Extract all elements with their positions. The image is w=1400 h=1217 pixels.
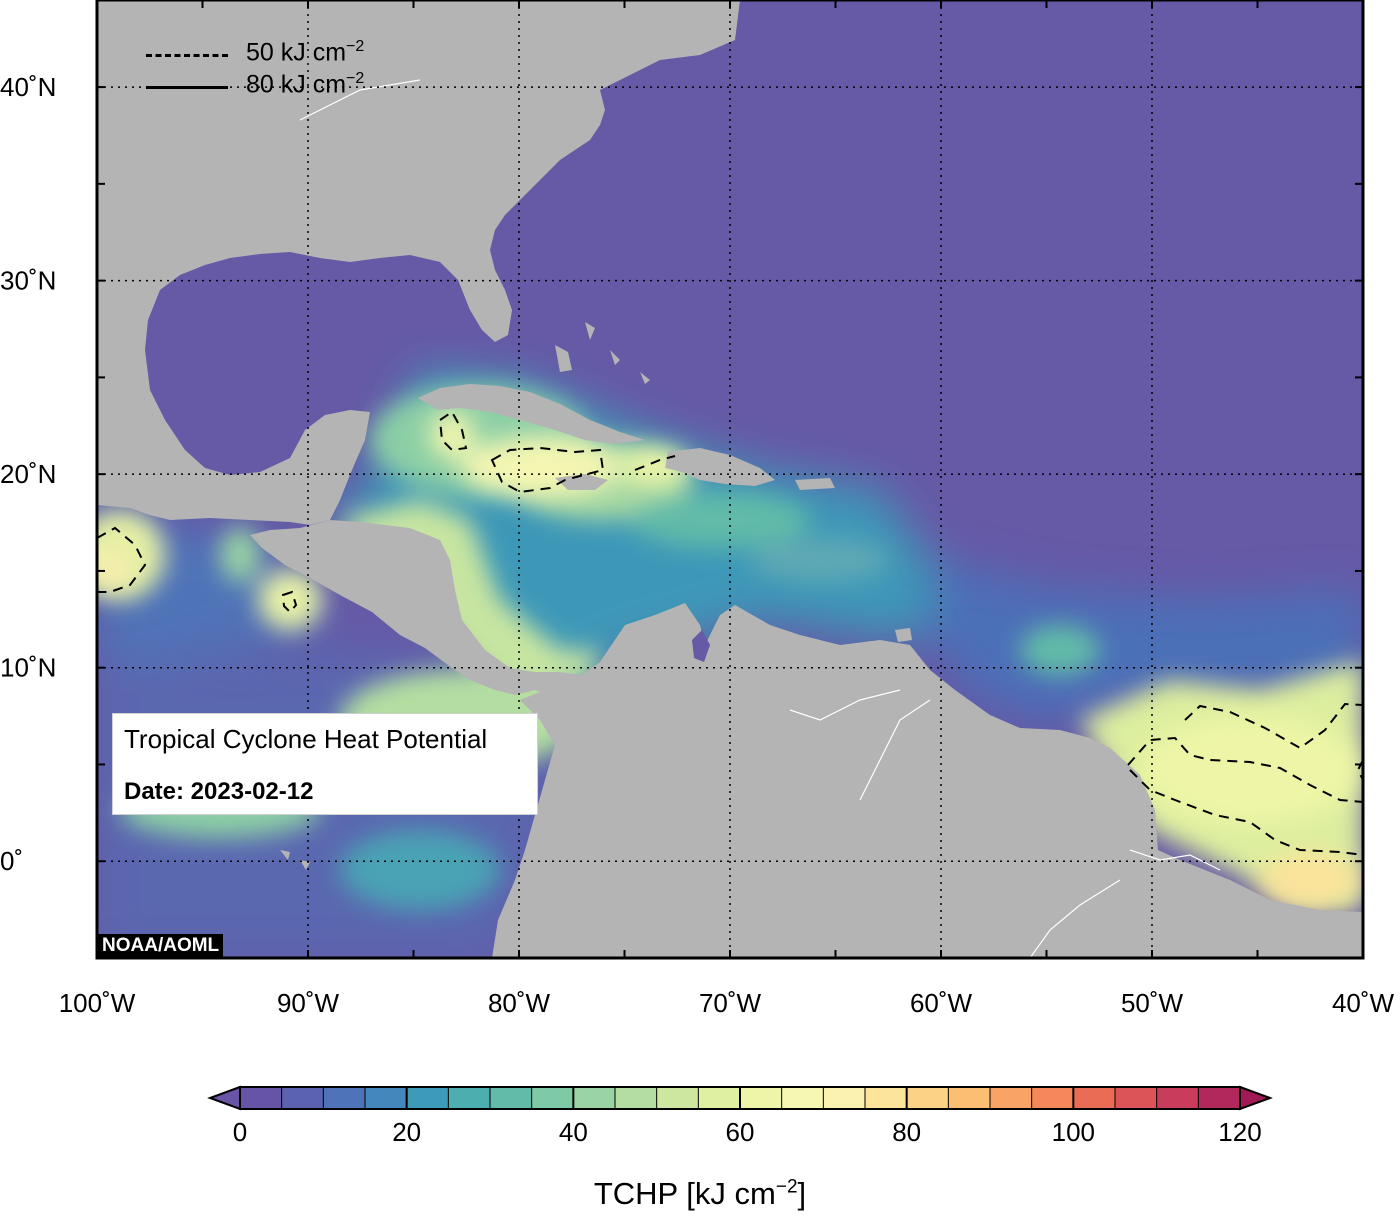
colorbar-segment [656,1087,699,1109]
colorbar-under-arrow [207,1085,241,1111]
lon-tick-label: 100˚W [59,988,136,1018]
contour-50-pacific-small [281,590,298,614]
map-title: Tropical Cyclone Heat Potential [124,724,488,754]
contour-50-atlantic-edge [1356,759,1363,781]
colorbar-segment [1073,1087,1116,1109]
colorbar-segment [323,1087,366,1109]
colorbar-segment [1198,1087,1241,1109]
colorbar-title: TCHP [kJ cm−2] [593,1176,807,1211]
colorbar-segment [365,1087,408,1109]
lake-maracaibo [692,630,710,662]
lon-tick-label: 70˚W [699,988,762,1018]
colorbar-segment [281,1087,324,1109]
contours-50 [97,410,1363,856]
jamaica-land [555,474,608,490]
colorbar-segment [698,1087,741,1109]
colorbar-segment [1031,1087,1074,1109]
colorbar-segment [948,1087,991,1109]
colorbar-segment [490,1087,533,1109]
colorbar-segment [240,1087,283,1109]
cuba-land [418,384,645,444]
axis-ticks [96,0,1364,959]
credit-label: NOAA/AOML [98,934,224,958]
colorbar-segment [573,1087,616,1109]
colorbar-tick-label: 60 [726,1117,755,1147]
lat-tick-label: 10˚N [0,653,56,683]
galapagos-land [280,850,310,870]
trinidad-land [895,628,912,642]
colorbar-segment [990,1087,1033,1109]
colorbar-tick-label: 100 [1052,1117,1095,1147]
rivers-and-coasts [299,79,1221,958]
central-america-land [250,520,585,700]
contour-50-cuba-south [490,446,605,494]
north-america-land [97,0,740,525]
hispaniola-land [665,448,775,486]
contour-50-atlantic-inner [1129,769,1363,856]
colorbar-tick-label: 80 [892,1117,921,1147]
colorbar-segment [1156,1087,1199,1109]
colorbar-over-arrow [1239,1085,1273,1111]
colorbar-tick-label: 40 [559,1117,588,1147]
contour-50-atlantic-north [1184,702,1363,750]
dashed-line-swatch [146,54,228,57]
colorbar-segment [740,1087,783,1109]
colorbar-segment [531,1087,574,1109]
axis-labels: 100˚W 90˚W 80˚W 70˚W 60˚W 50˚W 40˚W 40˚N 30˚N 20˚… [0,72,1395,1018]
legend-label-80: 80 kJ cm−2 [246,70,365,99]
colorbar-tick-label: 20 [392,1117,421,1147]
contour-50-isle-of-youth [438,410,468,452]
lon-tick-label: 40˚W [1332,988,1395,1018]
colorbar-segment [406,1087,449,1109]
legend-label-50: 50 kJ cm−2 [246,38,365,67]
map-date: Date: 2023-02-12 [124,778,314,805]
contour-50-pacific-west [97,526,147,593]
south-america-land [492,603,1363,958]
lat-tick-label: 40˚N [0,72,56,102]
lat-tick-label: 30˚N [0,266,56,296]
lon-tick-label: 80˚W [488,988,551,1018]
colorbar-segment [906,1087,949,1109]
colorbar-segment [448,1087,491,1109]
contour-50-atlantic-outer [1127,736,1363,803]
colorbar-segment [615,1087,658,1109]
puerto-rico-land [795,478,835,490]
colorbar-segment [865,1087,908,1109]
colorbar: 0 20 40 60 80 100 120 [207,1085,1273,1147]
lat-tick-label: 0˚ [0,846,23,876]
info-box: Tropical Cyclone Heat Potential Date: 20… [112,713,538,815]
colorbar-segment [781,1087,824,1109]
lon-tick-label: 50˚W [1121,988,1184,1018]
lon-tick-label: 60˚W [910,988,973,1018]
colorbar-tick-label: 120 [1218,1117,1261,1147]
colorbar-segment [823,1087,866,1109]
lon-tick-label: 90˚W [277,988,340,1018]
colorbar-segment [1115,1087,1158,1109]
land-masses [97,0,1363,958]
contour-50-windward [634,455,676,471]
colorbar-tick-label: 0 [233,1117,247,1147]
lat-tick-label: 20˚N [0,459,56,489]
solid-line-swatch [146,86,228,89]
